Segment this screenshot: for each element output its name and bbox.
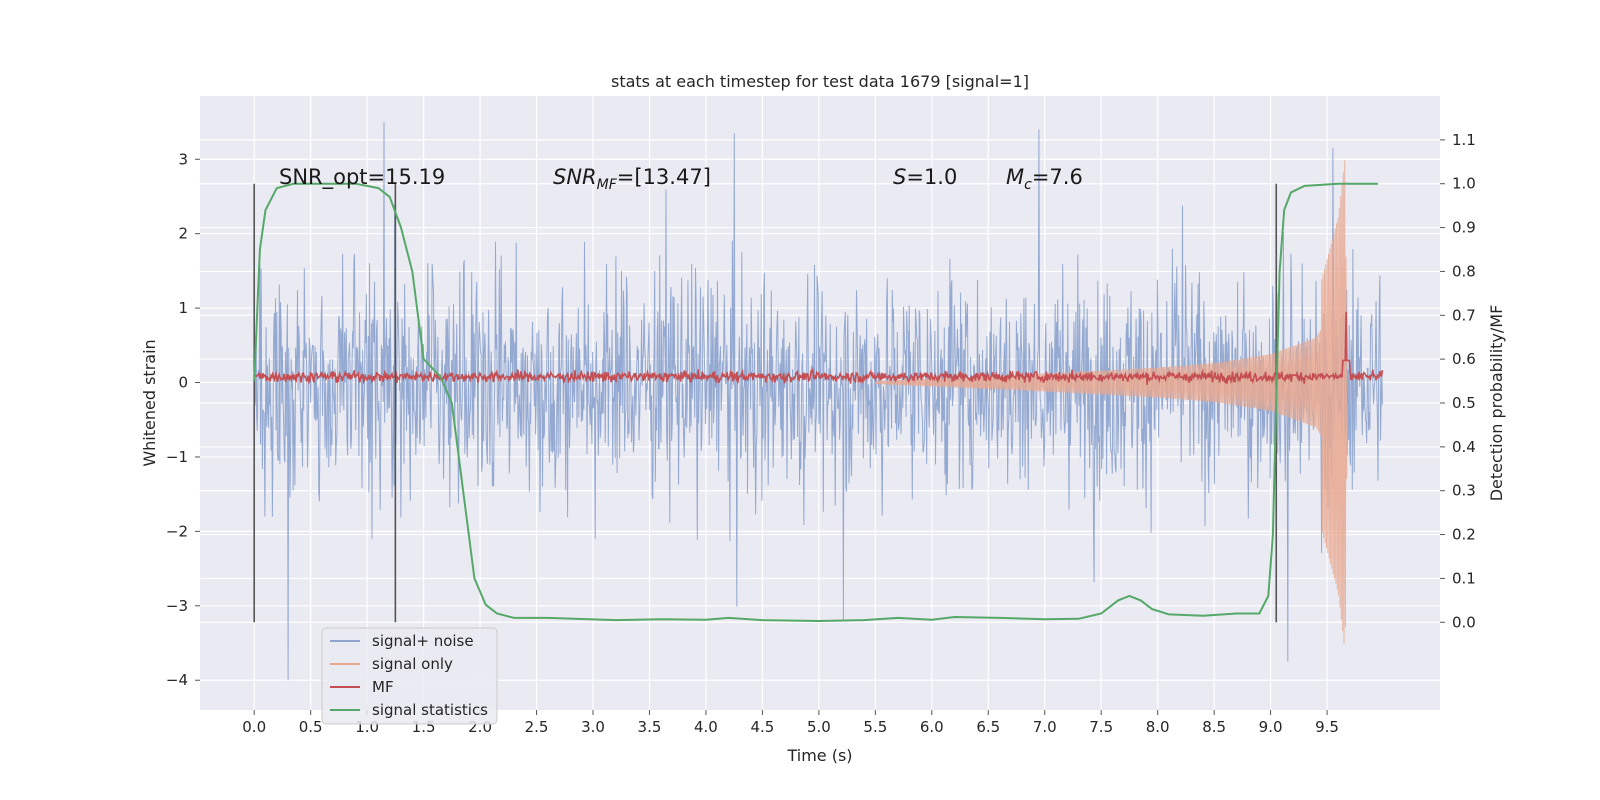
x-tick-label: 0.5	[299, 718, 323, 736]
x-tick-label: 3.5	[638, 718, 662, 736]
x-tick-label: 7.0	[1033, 718, 1057, 736]
series-signal-only	[874, 160, 1348, 644]
y-right-tick-label: 1.1	[1452, 131, 1476, 149]
x-tick-label: 4.5	[750, 718, 774, 736]
y-right-axis-label: Detection probability/MF	[1487, 305, 1506, 502]
plot-content	[253, 121, 1384, 681]
y-left-tick-label: −4	[166, 671, 188, 689]
x-tick-label: 2.5	[525, 718, 549, 736]
x-axis-label: Time (s)	[786, 746, 852, 765]
y-right-tick-label: 0.7	[1452, 306, 1476, 324]
y-left-tick-label: 2	[178, 225, 188, 243]
y-right-tick-label: 0.4	[1452, 438, 1476, 456]
y-left-tick-label: 1	[178, 299, 188, 317]
annotation-snr-mf: SNRMF=[13.47]	[553, 165, 711, 193]
signal-only-line	[874, 160, 1348, 644]
y-left-axis-label: Whitened strain	[140, 339, 159, 466]
y-right-tick-label: 0.5	[1452, 394, 1476, 412]
x-tick-label: 4.0	[694, 718, 718, 736]
y-right-tick-label: 0.8	[1452, 262, 1476, 280]
legend-label-signal-statistics: signal statistics	[372, 701, 488, 719]
y-left-tick-label: −2	[166, 522, 188, 540]
x-tick-label: 6.5	[976, 718, 1000, 736]
legend: signal+ noise signal only MF signal stat…	[321, 627, 498, 725]
y-left-tick-label: 3	[178, 150, 188, 168]
legend-label-signal-noise: signal+ noise	[372, 632, 474, 650]
y-left-tick-label: 0	[178, 374, 188, 392]
x-tick-label: 6.0	[920, 718, 944, 736]
legend-label-signal-only: signal only	[372, 655, 453, 673]
legend-label-mf: MF	[372, 678, 394, 696]
y-right-tick-label: 0.3	[1452, 482, 1476, 500]
y-left-tick-label: −3	[166, 597, 188, 615]
annotation-s: S=1.0	[893, 165, 957, 189]
series-signal-statistics	[253, 182, 1378, 623]
y-left-tick-label: −1	[166, 448, 188, 466]
y-right-tick-label: 0.9	[1452, 219, 1476, 237]
x-tick-label: 5.0	[807, 718, 831, 736]
x-tick-label: 5.5	[863, 718, 887, 736]
x-tick-label: 8.0	[1146, 718, 1170, 736]
legend-box	[321, 627, 498, 725]
x-tick-label: 9.0	[1259, 718, 1283, 736]
signal-noise-line	[253, 121, 1383, 681]
y-right-tick-label: 0.0	[1452, 613, 1476, 631]
y-right-axis-ticks: 1.1 1.0 0.9 0.8 0.7 0.6 0.5 0.4 0.3 0.2 0.1 0.0	[1440, 131, 1476, 631]
x-tick-label: 0.0	[242, 718, 266, 736]
chart-title: stats at each timestep for test data 167…	[611, 72, 1029, 91]
x-tick-label: 9.5	[1315, 718, 1339, 736]
series-signal-noise	[253, 121, 1383, 681]
x-tick-label: 7.5	[1089, 718, 1113, 736]
annotation-snr-opt: SNR_opt=15.19	[279, 165, 445, 190]
y-right-tick-label: 0.6	[1452, 350, 1476, 368]
y-left-axis-ticks: 3 2 1 0 −1 −2 −3 −4	[166, 150, 200, 689]
y-right-tick-label: 1.0	[1452, 175, 1476, 193]
y-right-tick-label: 0.2	[1452, 526, 1476, 544]
x-tick-label: 3.0	[581, 718, 605, 736]
y-right-tick-label: 0.1	[1452, 569, 1476, 587]
signal-statistics-line	[253, 182, 1378, 623]
annotation-mc: Mc=7.6	[1006, 165, 1083, 193]
x-tick-label: 8.5	[1202, 718, 1226, 736]
